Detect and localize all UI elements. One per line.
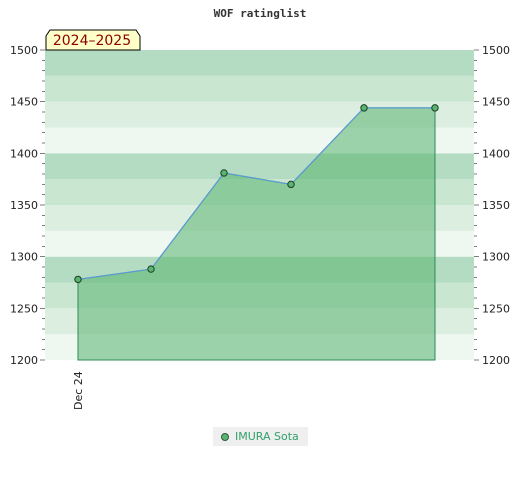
- x-tick-label: Dec 24: [72, 371, 85, 410]
- background-band: [45, 75, 474, 102]
- y-tick-label-left: 1300: [10, 251, 38, 264]
- y-tick-label-right: 1400: [482, 147, 510, 160]
- legend-label: IMURA Sota: [235, 430, 299, 443]
- data-point: [360, 104, 368, 112]
- data-point: [147, 265, 155, 273]
- y-tick-label-left: 1350: [10, 199, 38, 212]
- y-tick-label-right: 1450: [482, 96, 510, 109]
- y-tick-label-left: 1250: [10, 302, 38, 315]
- y-tick-label-left: 1500: [10, 44, 38, 57]
- y-tick-label-right: 1200: [482, 354, 510, 367]
- data-point: [431, 104, 439, 112]
- data-point: [220, 169, 228, 177]
- y-tick-label-left: 1200: [10, 354, 38, 367]
- y-tick-label-left: 1400: [10, 147, 38, 160]
- data-points: [74, 104, 439, 284]
- legend-marker-icon: [221, 432, 229, 441]
- data-point: [287, 180, 295, 189]
- season-badge: 2024–2025: [45, 29, 141, 51]
- axes: 1200 1200 1250 1250 1300 1300 1350 1350 1400 1400…: [10, 44, 510, 410]
- y-tick-label-left: 1450: [10, 96, 38, 109]
- season-label: 2024–2025: [53, 33, 131, 49]
- background-band: [45, 50, 474, 76]
- y-tick-label-right: 1500: [482, 44, 510, 57]
- data-point: [74, 275, 82, 284]
- chart-title: WOF ratinglist: [214, 7, 307, 20]
- series-line: [77, 107, 435, 280]
- y-tick-label-right: 1250: [482, 302, 510, 315]
- y-tick-label-right: 1350: [482, 199, 510, 212]
- y-tick-label-right: 1300: [482, 251, 510, 264]
- legend: IMURA Sota: [213, 427, 308, 446]
